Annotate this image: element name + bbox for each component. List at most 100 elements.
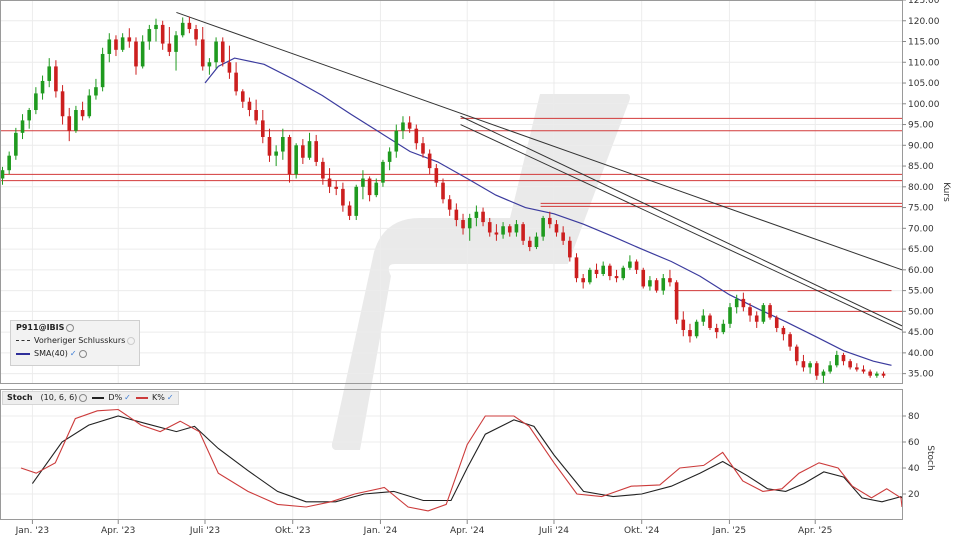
candle-body (701, 315, 706, 322)
candle (34, 87, 38, 115)
candle-body (154, 24, 158, 30)
check-icon[interactable]: ✓ (166, 393, 174, 402)
candle (274, 145, 278, 167)
candle (287, 134, 292, 183)
candle (721, 319, 726, 335)
legend-entry-prev-close: Vorheriger Schlusskurs (11, 334, 139, 347)
candle-body (27, 110, 31, 121)
candle-body (234, 72, 238, 92)
candle (234, 62, 238, 96)
candle (881, 371, 886, 378)
candle (668, 269, 672, 287)
candle (194, 24, 198, 46)
candle-body (214, 41, 218, 63)
stoch-line-k (20, 408, 903, 512)
trendline (176, 11, 903, 271)
candle (54, 60, 58, 98)
stoch-tick-label: 40 (908, 464, 920, 474)
candle (307, 132, 312, 160)
watermark-logo (331, 94, 630, 450)
candle (207, 58, 212, 75)
price-tick-label: 40.00 (908, 349, 934, 359)
k-line-swatch (135, 396, 148, 399)
legend-title: P911@IBIS (11, 321, 139, 334)
legend-symbol: P911@IBIS (16, 323, 65, 332)
candle (14, 127, 18, 160)
price-legend: P911@IBIS Vorheriger Schlusskurs SMA(40)… (10, 320, 140, 366)
price-tick-label: 85.00 (908, 162, 934, 172)
candle-body (140, 41, 145, 67)
settings-icon[interactable] (66, 323, 75, 332)
candle (27, 107, 31, 129)
candle-body (527, 240, 532, 248)
time-tick-label: Apr. '25 (798, 526, 832, 536)
candle-body (634, 261, 639, 270)
price-tick-label: 95.00 (908, 121, 934, 131)
settings-icon[interactable] (78, 349, 87, 358)
candle (134, 37, 138, 75)
candle (801, 354, 806, 372)
candle (40, 75, 45, 100)
candle (661, 273, 666, 295)
candle (347, 201, 352, 221)
candle (548, 211, 552, 229)
candle-body (321, 161, 325, 179)
candle-body (794, 346, 799, 362)
candle-body (60, 91, 65, 117)
candle-body (94, 87, 98, 96)
candle (80, 101, 85, 121)
check-icon[interactable]: ✓ (69, 349, 77, 358)
stoch-params: (10, 6, 6) (40, 393, 78, 402)
candle-body (721, 323, 726, 333)
check-icon[interactable]: ✓ (124, 393, 131, 402)
candle (581, 273, 585, 289)
candle-body (674, 282, 679, 320)
candle (481, 207, 485, 227)
candle (107, 33, 112, 63)
candle-body (160, 24, 165, 44)
time-tick-label: Jan. '24 (363, 526, 398, 536)
price-tick-label: 100.00 (908, 100, 940, 110)
candle-body (521, 224, 525, 241)
stoch-tick-label: 20 (908, 490, 920, 500)
candle (394, 124, 399, 158)
stoch-legend: Stoch (10, 6, 6) D% ✓ K% ✓ (2, 391, 179, 405)
candle (100, 47, 105, 92)
settings-icon[interactable] (79, 393, 88, 402)
candle-body (427, 153, 432, 169)
candle (341, 182, 345, 212)
candle-body (688, 330, 692, 337)
candle-body (454, 209, 459, 221)
candle (167, 26, 172, 57)
candle-body (127, 37, 132, 42)
candle (127, 28, 132, 48)
candle (814, 361, 819, 380)
candle-body (387, 151, 392, 162)
candle (294, 143, 298, 179)
candle-body (120, 37, 125, 50)
candle (487, 217, 492, 237)
candle (848, 359, 852, 370)
candle (387, 147, 392, 171)
candle-body (227, 62, 232, 73)
candle (614, 269, 619, 283)
candle (414, 124, 419, 150)
settings-icon[interactable] (127, 336, 136, 345)
candle-body (754, 315, 759, 322)
stoch-axis-label: Stoch (925, 445, 935, 470)
candle-body (848, 361, 852, 368)
candle-body (761, 305, 766, 322)
price-tick-label: 125.00 (908, 0, 940, 6)
stoch-series-k: K% (151, 393, 165, 402)
candle (154, 18, 158, 42)
candle-body (481, 211, 485, 223)
candle-body (828, 365, 832, 372)
candle-body (661, 278, 666, 291)
candle (0, 166, 5, 185)
candle-body (621, 267, 626, 279)
candle-body (267, 136, 272, 156)
candle-body (301, 145, 305, 158)
candle-body (728, 307, 732, 324)
candle-body (835, 354, 839, 366)
candle (261, 110, 265, 144)
